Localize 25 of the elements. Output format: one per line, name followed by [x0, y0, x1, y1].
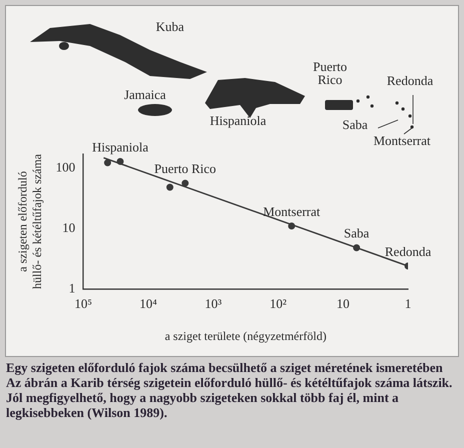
text: Egy szigeten előforduló fajok száma becsülhető a sziget méretének ismeretében	[6, 360, 444, 375]
text: Hispaniola	[208, 113, 268, 128]
annotation: Saba	[344, 226, 370, 241]
y-axis-title: a szigeten előforduló hüllő- és kétéltűfajok száma	[15, 153, 44, 289]
annotation: Puerto Rico	[154, 161, 216, 176]
x-tick-label: 10³	[204, 296, 222, 312]
y-tick-label: 10	[62, 220, 76, 235]
annotation: Montserrat	[263, 204, 321, 219]
x-tick-label: 10⁵	[74, 296, 92, 312]
y-tick-label: 100	[56, 159, 76, 174]
x-tick-label: 1	[404, 296, 412, 312]
text: Puerto Rico	[312, 59, 348, 87]
annotation: Hispaniola	[92, 139, 149, 154]
text: Kuba	[154, 19, 186, 34]
x-tick-label: 10⁴	[139, 296, 158, 312]
text: Redonda	[386, 73, 434, 88]
text: Saba	[341, 117, 369, 132]
annotation: Redonda	[384, 244, 432, 259]
text: Montserrat	[372, 133, 432, 148]
x-axis-title: a sziget területe (négyzetmérföld)	[164, 328, 326, 343]
x-tick-label: 10²	[270, 296, 287, 312]
text: Jamaica	[123, 87, 167, 102]
x-tick-label: 10	[336, 296, 350, 312]
y-tick-label: 1	[68, 280, 76, 296]
text: Az ábrán a Karib térség szigetein előforduló hüllő- és kétéltűfajok száma látszik. Jól megfigyelhető, hogy a nagyobb szigeteken sokkal több faj él, mint a legkisebbeken (Wilson 1989).	[6, 375, 454, 420]
